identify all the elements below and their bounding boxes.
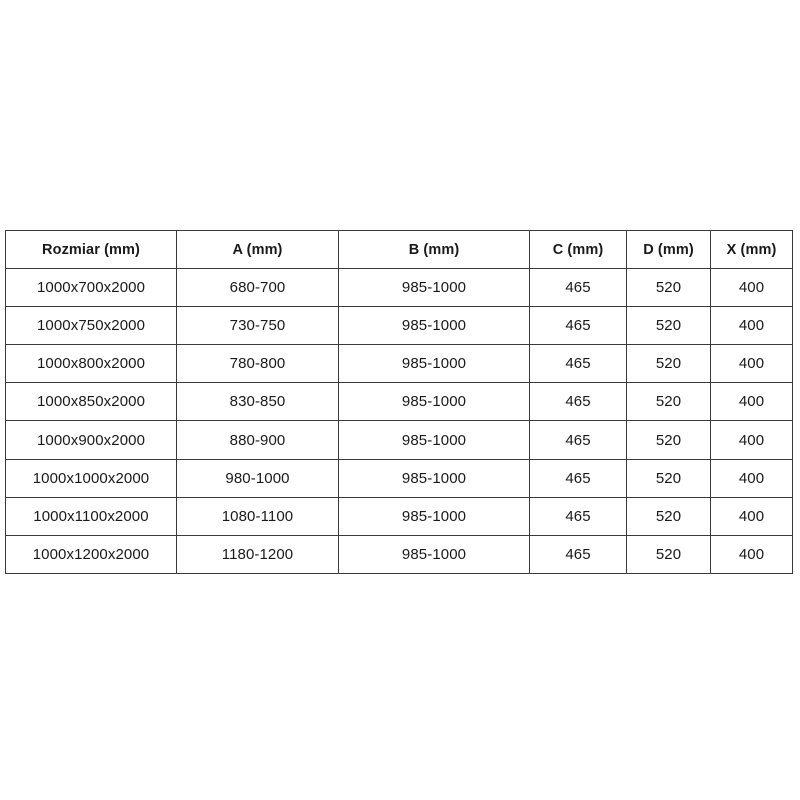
cell-c: 465 — [529, 496, 627, 536]
table-row: 1000x850x2000 830-850 985-1000 465 520 4… — [5, 382, 793, 422]
cell-a: 780-800 — [176, 344, 339, 384]
cell-d: 520 — [626, 458, 711, 498]
table-row: 1000x750x2000 730-750 985-1000 465 520 4… — [5, 306, 793, 346]
column-header-c: C (mm) — [529, 229, 627, 270]
cell-b: 985-1000 — [338, 496, 530, 536]
table-row: 1000x700x2000 680-700 985-1000 465 520 4… — [5, 268, 793, 308]
dimensions-specification-table: Rozmiar (mm) A (mm) B (mm) C (mm) D (mm)… — [5, 229, 793, 574]
table-row: 1000x800x2000 780-800 985-1000 465 520 4… — [5, 344, 793, 384]
cell-x: 400 — [710, 420, 793, 460]
table-row: 1000x1000x2000 980-1000 985-1000 465 520… — [5, 458, 793, 498]
cell-rozmiar: 1000x900x2000 — [5, 420, 177, 460]
cell-b: 985-1000 — [338, 268, 530, 308]
table-row: 1000x1100x2000 1080-1100 985-1000 465 52… — [5, 496, 793, 536]
cell-x: 400 — [710, 344, 793, 384]
cell-c: 465 — [529, 458, 627, 498]
column-header-a: A (mm) — [176, 229, 339, 270]
cell-a: 680-700 — [176, 268, 339, 308]
cell-a: 1080-1100 — [176, 496, 339, 536]
cell-x: 400 — [710, 458, 793, 498]
column-header-x: X (mm) — [710, 229, 793, 270]
cell-c: 465 — [529, 268, 627, 308]
cell-x: 400 — [710, 496, 793, 536]
cell-rozmiar: 1000x700x2000 — [5, 268, 177, 308]
column-header-b: B (mm) — [338, 229, 530, 270]
cell-x: 400 — [710, 534, 793, 574]
cell-x: 400 — [710, 382, 793, 422]
cell-b: 985-1000 — [338, 458, 530, 498]
column-header-d: D (mm) — [626, 229, 711, 270]
cell-rozmiar: 1000x1200x2000 — [5, 534, 177, 574]
cell-c: 465 — [529, 344, 627, 384]
cell-d: 520 — [626, 496, 711, 536]
cell-rozmiar: 1000x1000x2000 — [5, 458, 177, 498]
cell-a: 980-1000 — [176, 458, 339, 498]
cell-x: 400 — [710, 306, 793, 346]
cell-a: 730-750 — [176, 306, 339, 346]
table-body: 1000x700x2000 680-700 985-1000 465 520 4… — [5, 268, 793, 574]
cell-b: 985-1000 — [338, 382, 530, 422]
cell-b: 985-1000 — [338, 306, 530, 346]
cell-b: 985-1000 — [338, 344, 530, 384]
cell-b: 985-1000 — [338, 534, 530, 574]
table-header-row: Rozmiar (mm) A (mm) B (mm) C (mm) D (mm)… — [5, 229, 793, 270]
cell-a: 1180-1200 — [176, 534, 339, 574]
cell-d: 520 — [626, 306, 711, 346]
cell-d: 520 — [626, 420, 711, 460]
cell-a: 830-850 — [176, 382, 339, 422]
cell-rozmiar: 1000x800x2000 — [5, 344, 177, 384]
cell-rozmiar: 1000x1100x2000 — [5, 496, 177, 536]
cell-c: 465 — [529, 534, 627, 574]
cell-d: 520 — [626, 382, 711, 422]
cell-rozmiar: 1000x750x2000 — [5, 306, 177, 346]
cell-a: 880-900 — [176, 420, 339, 460]
cell-d: 520 — [626, 268, 711, 308]
table-row: 1000x1200x2000 1180-1200 985-1000 465 52… — [5, 534, 793, 574]
table-row: 1000x900x2000 880-900 985-1000 465 520 4… — [5, 420, 793, 460]
specification-table-container: Rozmiar (mm) A (mm) B (mm) C (mm) D (mm)… — [5, 229, 793, 574]
cell-b: 985-1000 — [338, 420, 530, 460]
table-header: Rozmiar (mm) A (mm) B (mm) C (mm) D (mm)… — [5, 229, 793, 270]
cell-c: 465 — [529, 382, 627, 422]
cell-d: 520 — [626, 344, 711, 384]
cell-d: 520 — [626, 534, 711, 574]
column-header-rozmiar: Rozmiar (mm) — [5, 229, 177, 270]
cell-x: 400 — [710, 268, 793, 308]
cell-c: 465 — [529, 420, 627, 460]
cell-rozmiar: 1000x850x2000 — [5, 382, 177, 422]
cell-c: 465 — [529, 306, 627, 346]
